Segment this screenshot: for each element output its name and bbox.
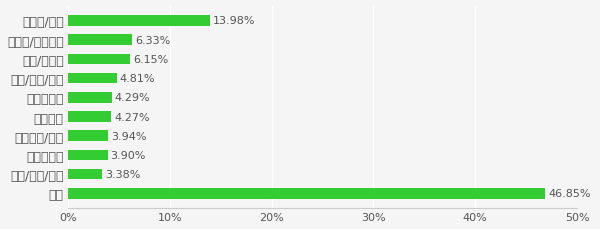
Bar [68, 150, 107, 161]
Text: 46.85%: 46.85% [548, 189, 590, 199]
Text: 6.33%: 6.33% [136, 35, 170, 45]
Bar [68, 35, 133, 46]
Text: 3.38%: 3.38% [106, 169, 141, 179]
Bar [68, 169, 102, 180]
Text: 13.98%: 13.98% [213, 16, 256, 26]
Text: 3.90%: 3.90% [110, 150, 146, 160]
Text: 4.81%: 4.81% [120, 74, 155, 84]
Bar [68, 131, 108, 142]
Text: 4.29%: 4.29% [115, 93, 150, 103]
Bar [68, 93, 112, 103]
Text: 6.15%: 6.15% [134, 55, 169, 65]
Bar [68, 16, 210, 27]
Bar [68, 74, 117, 84]
Bar [68, 112, 112, 122]
Text: 4.27%: 4.27% [115, 112, 150, 122]
Bar [68, 188, 545, 199]
Text: 3.94%: 3.94% [111, 131, 146, 141]
Bar [68, 54, 130, 65]
